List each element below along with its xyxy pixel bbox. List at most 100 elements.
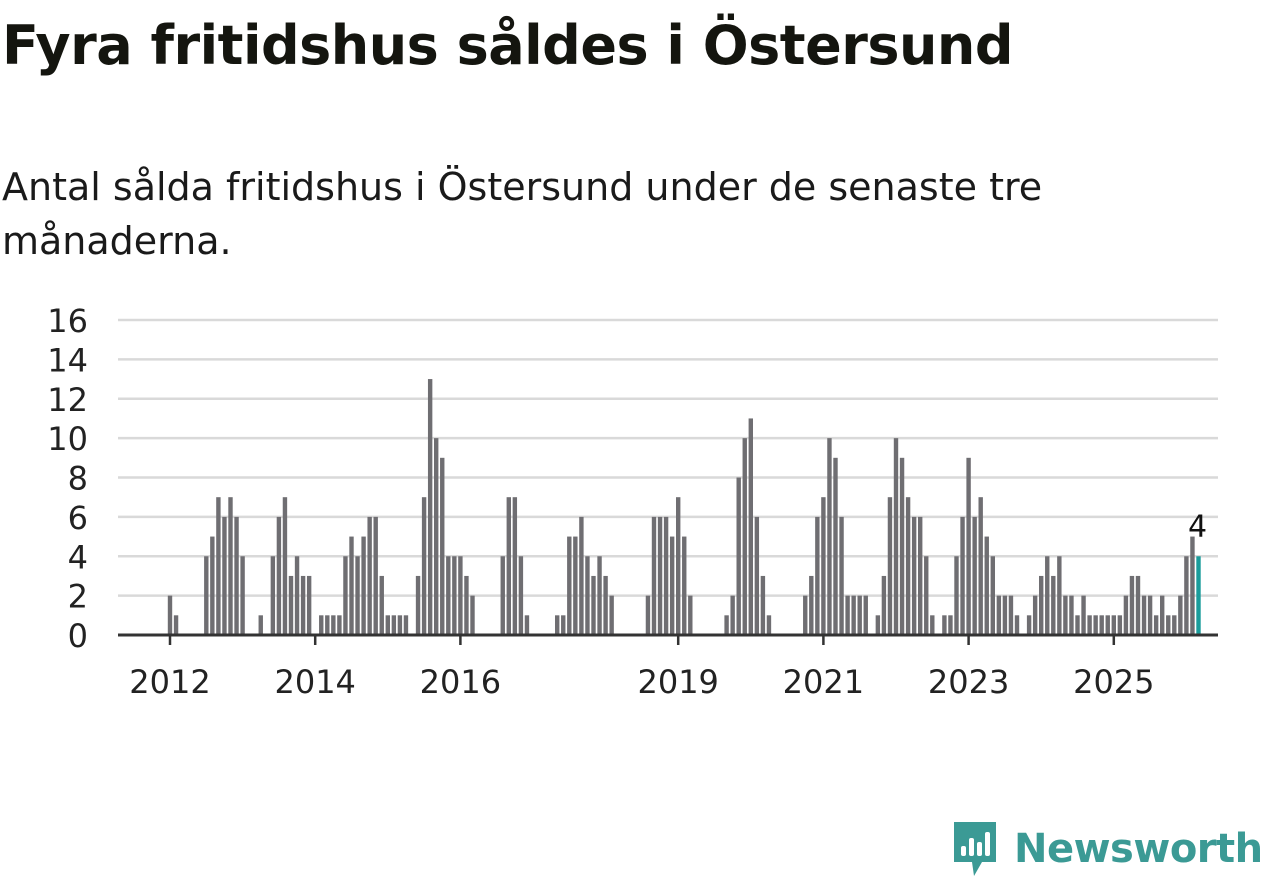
bar xyxy=(1166,615,1171,635)
bar xyxy=(240,556,245,635)
bar xyxy=(361,536,366,635)
bar xyxy=(1147,595,1153,635)
bar xyxy=(688,595,693,635)
bar xyxy=(319,615,324,635)
bar xyxy=(306,575,312,635)
bar xyxy=(343,556,348,635)
bar xyxy=(875,615,881,635)
bar xyxy=(1129,575,1135,635)
bar xyxy=(579,516,584,635)
bar xyxy=(325,615,330,635)
bar xyxy=(204,556,209,635)
bar xyxy=(609,595,614,635)
bar xyxy=(978,497,983,635)
bar xyxy=(367,516,372,635)
bar xyxy=(682,536,687,635)
bar xyxy=(1075,615,1080,635)
bar xyxy=(216,497,221,635)
bar xyxy=(294,556,300,635)
bar xyxy=(397,615,403,635)
x-tick-label: 2019 xyxy=(637,663,718,701)
bar xyxy=(990,556,995,635)
bar xyxy=(470,595,475,635)
bar xyxy=(355,556,360,635)
bar xyxy=(815,516,820,635)
bar xyxy=(567,536,572,635)
bar xyxy=(385,615,390,635)
y-tick-label: 6 xyxy=(68,499,88,537)
bar xyxy=(373,516,378,635)
bar xyxy=(881,575,887,635)
y-tick-label: 2 xyxy=(68,578,88,616)
bar xyxy=(1057,556,1062,635)
bar xyxy=(887,497,893,635)
bar xyxy=(1063,595,1068,635)
bar xyxy=(924,556,929,635)
bar xyxy=(996,595,1002,635)
bar xyxy=(337,615,342,635)
bar xyxy=(427,379,433,635)
bar xyxy=(954,556,959,635)
bar xyxy=(555,615,560,635)
bar xyxy=(446,556,451,635)
bar xyxy=(1008,595,1014,635)
bar xyxy=(669,536,675,635)
bar xyxy=(210,536,215,635)
bar xyxy=(1093,615,1098,635)
bar xyxy=(984,536,989,635)
newsworthy-brand: Newsworthy xyxy=(950,818,1262,880)
bar xyxy=(960,516,965,635)
bar xyxy=(918,516,923,635)
bar xyxy=(270,556,276,635)
bar xyxy=(1160,595,1165,635)
bar xyxy=(1135,575,1141,635)
bar xyxy=(833,457,838,635)
bar xyxy=(222,516,227,635)
bar xyxy=(258,615,263,635)
bar xyxy=(948,615,953,635)
bar xyxy=(349,536,354,635)
bar xyxy=(663,516,669,635)
bar xyxy=(1045,556,1050,635)
bar xyxy=(464,575,469,635)
bar xyxy=(851,595,856,635)
bar xyxy=(1014,615,1020,635)
y-tick-label: 10 xyxy=(47,420,88,458)
x-tick-label: 2023 xyxy=(928,663,1009,701)
bar xyxy=(440,457,445,635)
bar xyxy=(391,615,397,635)
bar xyxy=(573,536,578,635)
bar xyxy=(742,438,747,635)
bar xyxy=(1117,615,1123,635)
bar xyxy=(228,497,233,635)
bar xyxy=(651,516,657,635)
bar xyxy=(506,497,511,635)
bar xyxy=(415,575,421,635)
x-tick-label: 2025 xyxy=(1073,663,1154,701)
bar xyxy=(736,477,741,635)
bar xyxy=(1111,615,1116,635)
bar xyxy=(657,516,663,635)
bar xyxy=(645,595,651,635)
bar xyxy=(1081,595,1086,635)
bar xyxy=(827,438,832,635)
highlight-value-label: 4 xyxy=(1188,509,1207,544)
bar xyxy=(561,615,566,635)
bar xyxy=(1141,595,1147,635)
bar xyxy=(603,575,608,635)
bar xyxy=(809,575,814,635)
bar xyxy=(730,595,735,635)
bar xyxy=(676,497,681,635)
bar xyxy=(331,615,336,635)
bar xyxy=(282,497,288,635)
y-tick-label: 0 xyxy=(68,617,88,655)
bar xyxy=(585,556,590,635)
bar xyxy=(839,516,844,635)
x-axis-ticks: 2012 2014 2016 2019 2021 2023 2025 xyxy=(129,635,1155,701)
bar xyxy=(524,615,530,635)
bar xyxy=(754,516,760,635)
bar xyxy=(1099,615,1104,635)
x-tick-label: 2021 xyxy=(783,663,864,701)
